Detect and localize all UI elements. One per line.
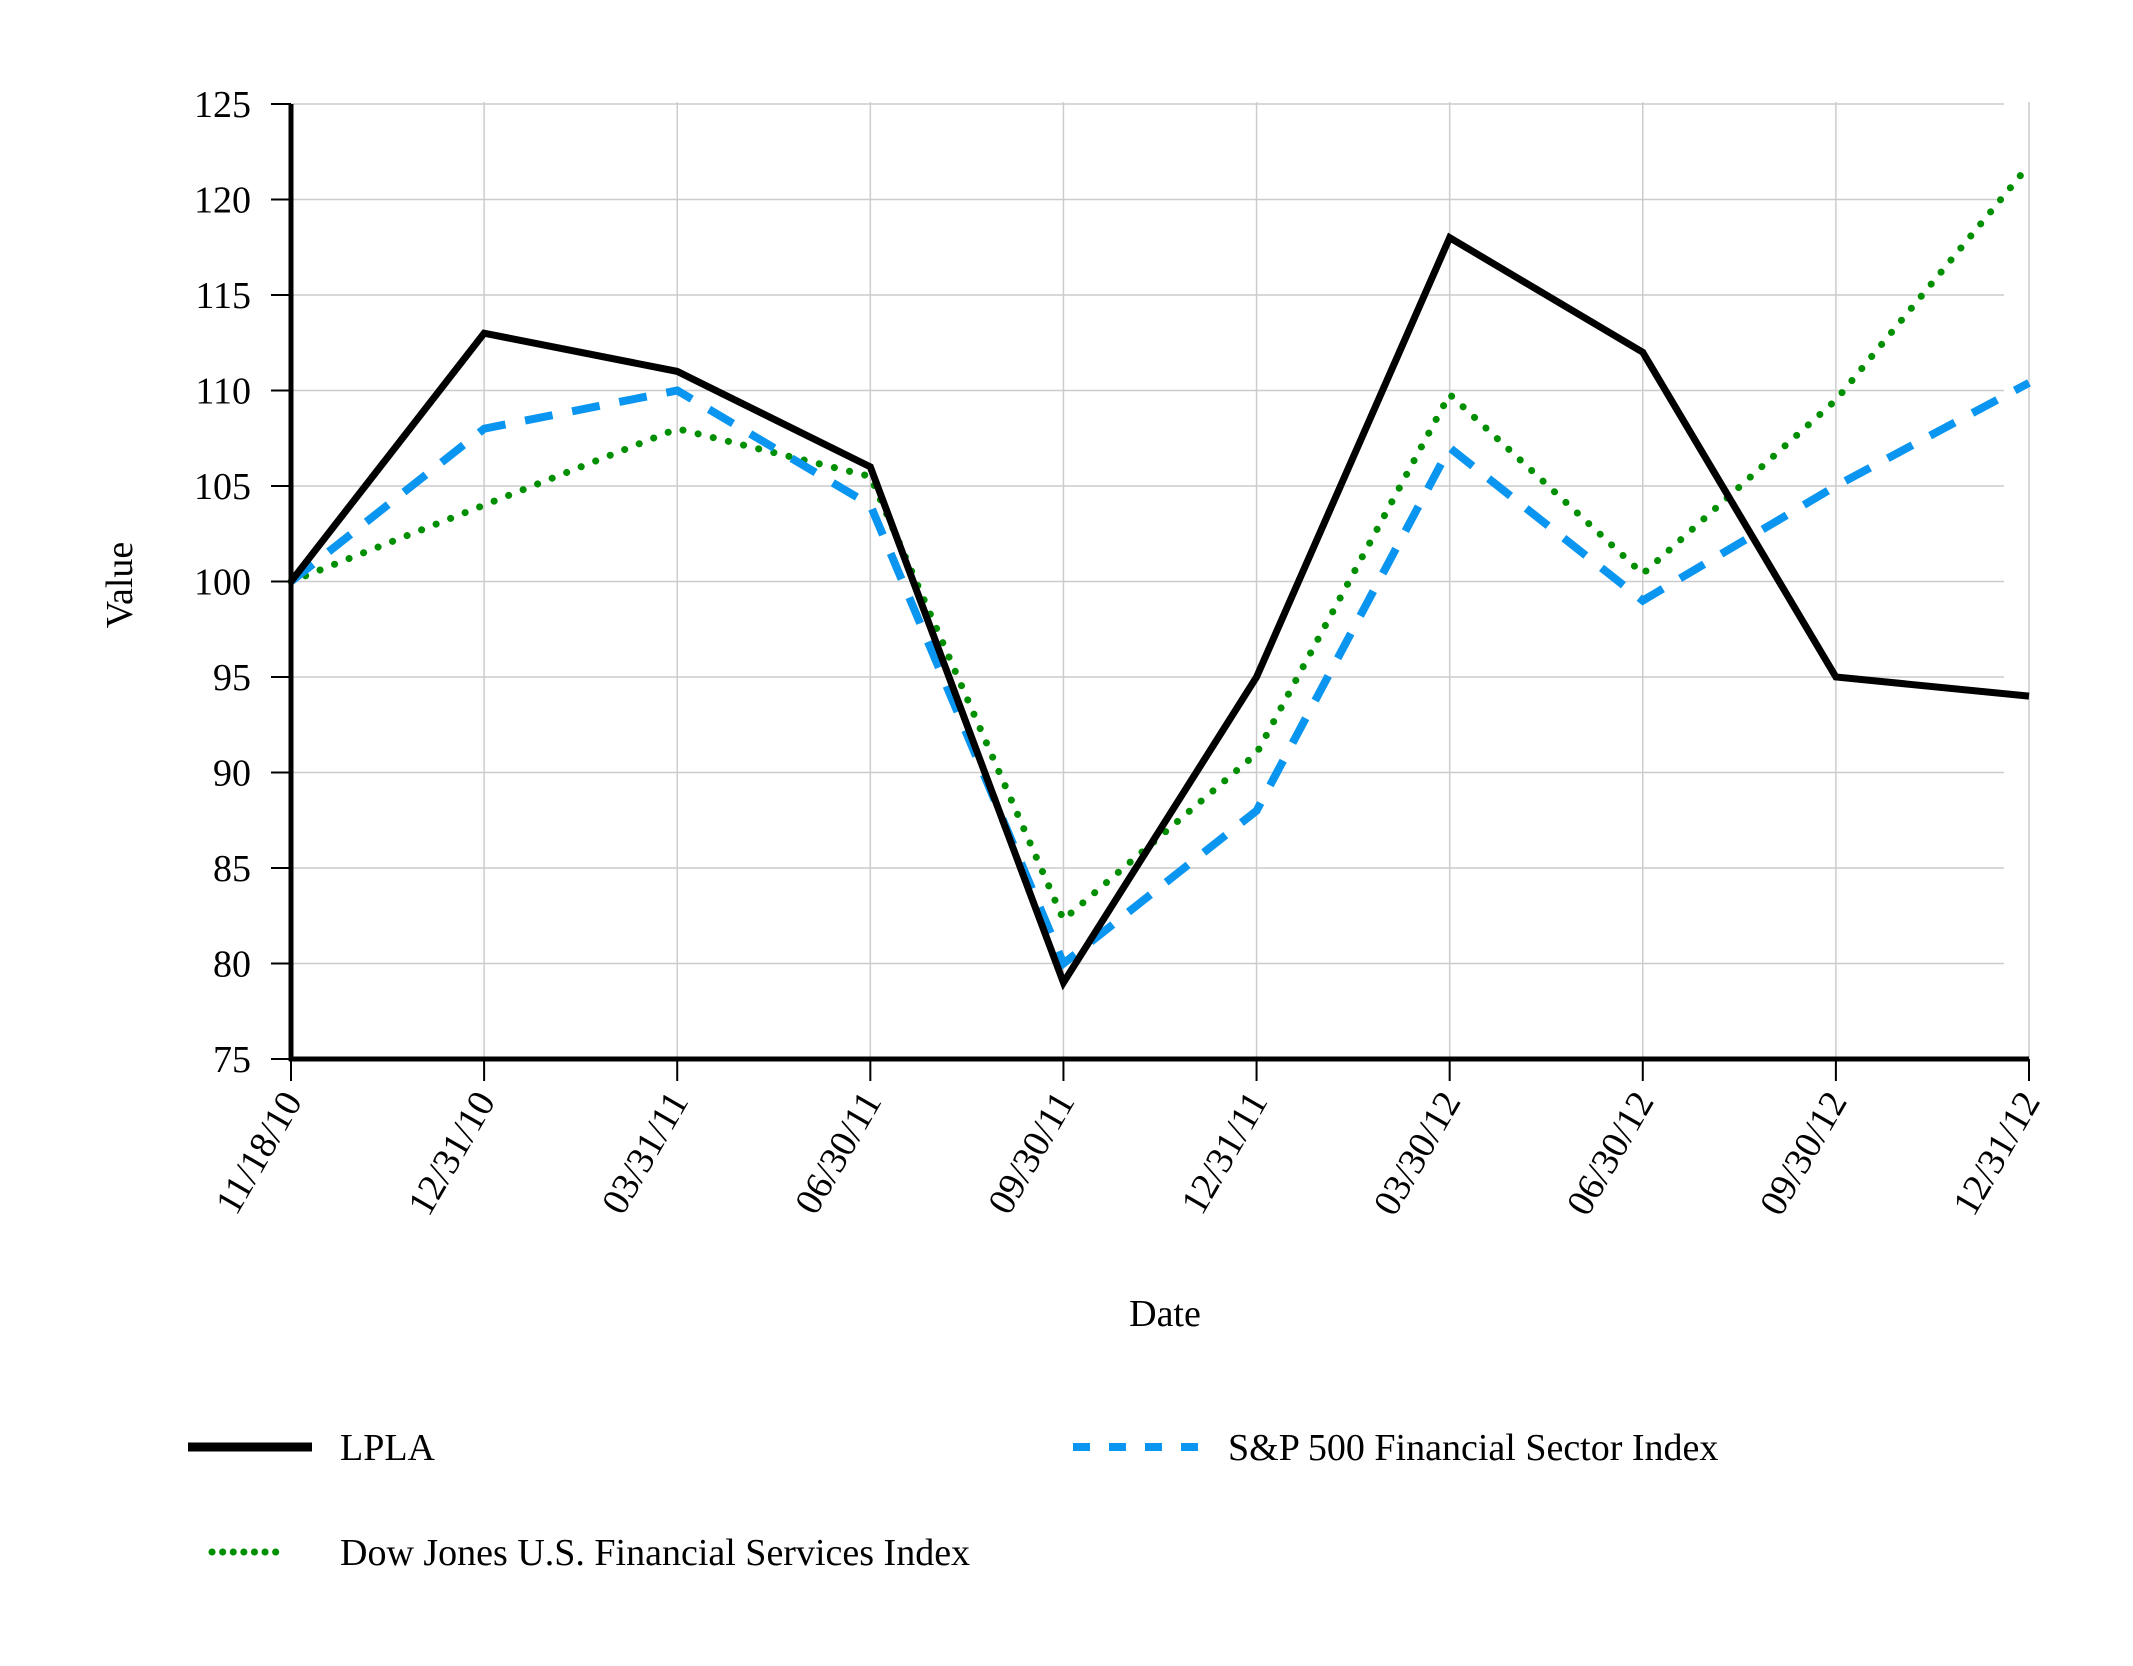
legend-item: S&P 500 Financial Sector Index	[1073, 1427, 1718, 1469]
y-tick-label: 120	[194, 180, 251, 222]
y-tick-label: 95	[213, 657, 251, 699]
axes	[288, 104, 2029, 1062]
x-tick-label: 03/31/11	[594, 1085, 697, 1222]
legend-label: S&P 500 Financial Sector Index	[1228, 1427, 1718, 1469]
x-axis-title: Date	[1129, 1293, 1201, 1335]
y-tick-label: 105	[194, 466, 251, 508]
series-line-0	[288, 232, 2030, 991]
x-tick-label: 09/30/11	[980, 1085, 1083, 1222]
series-line-1	[288, 379, 2031, 970]
y-axis-ticks: 75 80 85 90 95 100 105 110 115 120 125	[194, 84, 291, 1081]
y-tick-label: 115	[195, 275, 251, 317]
legend-label: LPLA	[340, 1427, 436, 1469]
series-line-2	[287, 161, 2033, 926]
y-tick-label: 125	[194, 84, 251, 126]
x-tick-label: 06/30/12	[1559, 1085, 1663, 1223]
x-tick-label: 11/18/10	[208, 1085, 311, 1222]
x-tick-label: 12/31/10	[400, 1085, 504, 1223]
series-lines	[287, 161, 2033, 991]
legend: LPLA S&P 500 Financial Sector Index Dow Jo…	[188, 1427, 1718, 1574]
x-tick-label: 06/30/11	[787, 1085, 890, 1222]
y-axis-title: Value	[99, 542, 141, 629]
x-tick-label: 12/31/12	[1945, 1085, 2049, 1223]
y-tick-label: 75	[213, 1039, 251, 1081]
x-tick-label: 03/30/12	[1366, 1085, 1470, 1223]
x-tick-label: 12/31/11	[1173, 1085, 1276, 1222]
legend-label: Dow Jones U.S. Financial Services Index	[340, 1532, 970, 1574]
legend-item: LPLA	[188, 1427, 436, 1469]
y-tick-label: 110	[195, 371, 251, 413]
y-tick-label: 80	[213, 944, 251, 986]
x-tick-label: 09/30/12	[1752, 1085, 1856, 1223]
x-axis-ticks: 11/18/10 12/31/10 03/31/11 06/30/11 09/30/11…	[208, 1059, 2049, 1223]
legend-item: Dow Jones U.S. Financial Services Index	[208, 1532, 970, 1574]
y-tick-label: 100	[194, 562, 251, 604]
y-tick-label: 85	[213, 848, 251, 890]
grid	[291, 102, 2030, 1059]
y-tick-label: 90	[213, 753, 251, 795]
